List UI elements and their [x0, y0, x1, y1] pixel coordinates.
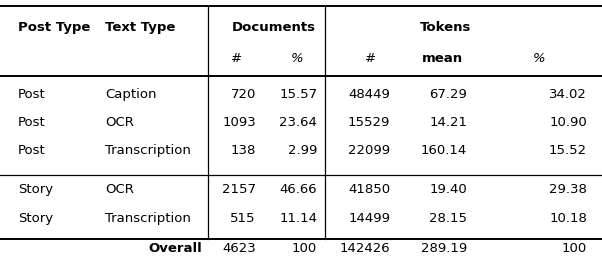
Text: 29.38: 29.38: [549, 183, 587, 196]
Text: 100: 100: [292, 243, 317, 255]
Text: 15.57: 15.57: [279, 88, 317, 101]
Text: 515: 515: [231, 212, 256, 224]
Text: %: %: [291, 52, 303, 64]
Text: 11.14: 11.14: [279, 212, 317, 224]
Text: 28.15: 28.15: [429, 212, 467, 224]
Text: 23.64: 23.64: [279, 116, 317, 129]
Text: 14499: 14499: [348, 212, 390, 224]
Text: Post Type: Post Type: [18, 21, 90, 34]
Text: Overall: Overall: [148, 243, 202, 255]
Text: 138: 138: [231, 144, 256, 157]
Text: 15.52: 15.52: [549, 144, 587, 157]
Text: 67.29: 67.29: [429, 88, 467, 101]
Text: Documents: Documents: [232, 21, 316, 34]
Text: 22099: 22099: [348, 144, 390, 157]
Text: 2.99: 2.99: [288, 144, 317, 157]
Text: Post: Post: [18, 88, 46, 101]
Text: Text Type: Text Type: [105, 21, 176, 34]
Text: 48449: 48449: [348, 88, 390, 101]
Text: Tokens: Tokens: [420, 21, 471, 34]
Text: 10.90: 10.90: [549, 116, 587, 129]
Text: 160.14: 160.14: [421, 144, 467, 157]
Text: #: #: [231, 52, 242, 64]
Text: 4623: 4623: [222, 243, 256, 255]
Text: Post: Post: [18, 144, 46, 157]
Text: Post: Post: [18, 116, 46, 129]
Text: 19.40: 19.40: [429, 183, 467, 196]
Text: 720: 720: [231, 88, 256, 101]
Text: 15529: 15529: [348, 116, 390, 129]
Text: 14.21: 14.21: [429, 116, 467, 129]
Text: Story: Story: [18, 212, 53, 224]
Text: 41850: 41850: [348, 183, 390, 196]
Text: #: #: [365, 52, 376, 64]
Text: %: %: [533, 52, 545, 64]
Text: Transcription: Transcription: [105, 212, 191, 224]
Text: mean: mean: [422, 52, 463, 64]
Text: 100: 100: [562, 243, 587, 255]
Text: 2157: 2157: [222, 183, 256, 196]
Text: Story: Story: [18, 183, 53, 196]
Text: OCR: OCR: [105, 116, 134, 129]
Text: 46.66: 46.66: [279, 183, 317, 196]
Text: Transcription: Transcription: [105, 144, 191, 157]
Text: 142426: 142426: [340, 243, 390, 255]
Text: 10.18: 10.18: [549, 212, 587, 224]
Text: Caption: Caption: [105, 88, 157, 101]
Text: OCR: OCR: [105, 183, 134, 196]
Text: 1093: 1093: [222, 116, 256, 129]
Text: 34.02: 34.02: [549, 88, 587, 101]
Text: 289.19: 289.19: [421, 243, 467, 255]
